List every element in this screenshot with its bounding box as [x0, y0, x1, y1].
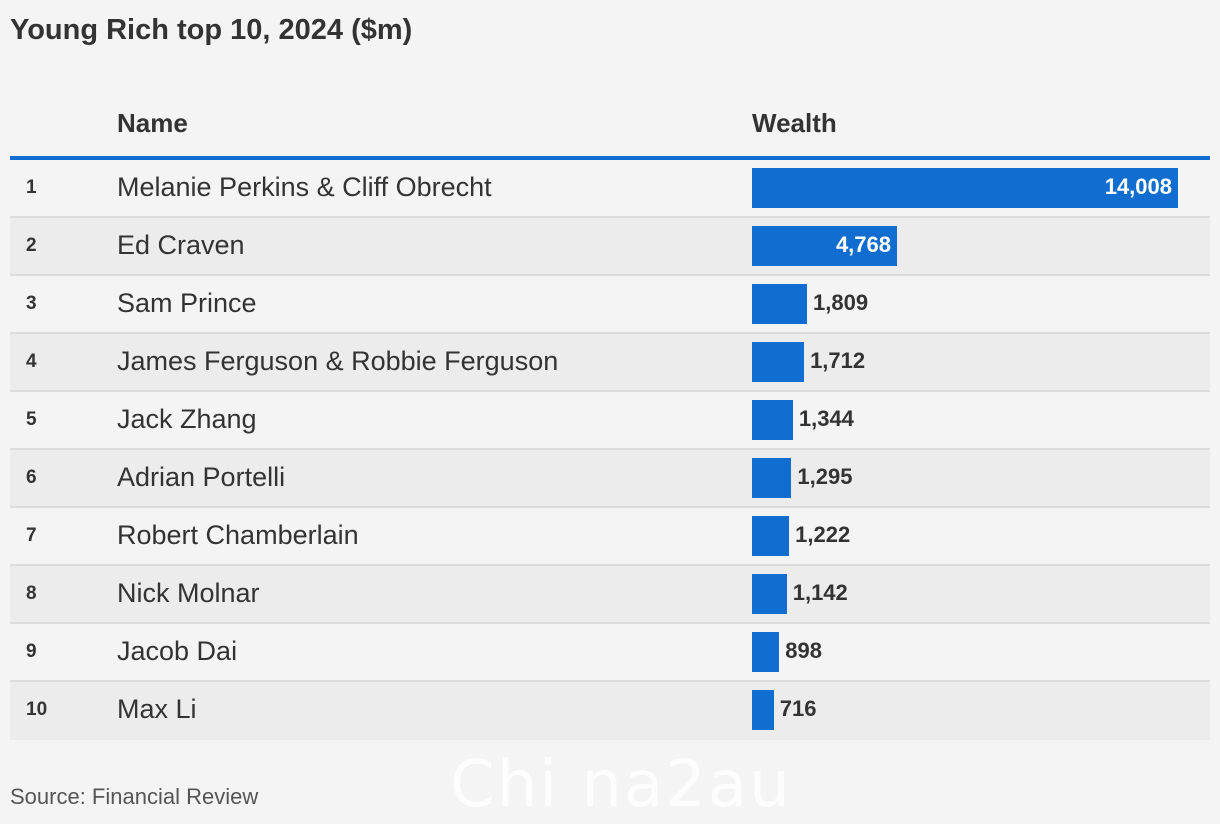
watermark: Chi na2au: [450, 748, 792, 822]
row-name: Melanie Perkins & Cliff Obrecht: [117, 172, 492, 202]
row-name: Jacob Dai: [117, 636, 238, 666]
wealth-bar: [752, 690, 774, 730]
table-row: 10 Max Li 716: [10, 682, 1210, 740]
row-rank: 5: [26, 409, 37, 430]
row-name: James Ferguson & Robbie Ferguson: [117, 346, 559, 376]
wealth-bar: [752, 574, 787, 614]
table-row: 1 Melanie Perkins & Cliff Obrecht 14,008: [10, 160, 1210, 218]
table-header: Name Wealth: [10, 96, 1210, 160]
table-row: 2 Ed Craven 4,768: [10, 218, 1210, 276]
row-rank: 4: [26, 351, 37, 372]
header-wealth: Wealth: [752, 108, 837, 138]
wealth-bar: [752, 516, 790, 556]
row-name: Adrian Portelli: [117, 462, 286, 492]
row-rank: 10: [26, 699, 48, 720]
row-name: Nick Molnar: [117, 578, 260, 608]
wealth-bar: [752, 168, 1178, 208]
table-row: 4 James Ferguson & Robbie Ferguson 1,712: [10, 334, 1210, 392]
row-rank: 2: [26, 235, 37, 256]
row-name: Jack Zhang: [117, 404, 257, 434]
value-label: 1,142: [792, 580, 848, 605]
row-rank: 1: [26, 177, 37, 198]
row-rank: 8: [26, 583, 37, 604]
value-label: 1,344: [798, 406, 854, 431]
value-label: 4,768: [835, 232, 891, 257]
value-label: 1,809: [813, 290, 869, 315]
wealth-bar: [752, 458, 792, 498]
ranking-table: Name Wealth 1 Melanie Perkins & Cliff Obr…: [10, 96, 1210, 740]
row-name: Robert Chamberlain: [117, 520, 359, 550]
row-name: Max Li: [117, 694, 197, 724]
row-name: Sam Prince: [117, 288, 257, 318]
source-note: Source: Financial Review: [10, 784, 259, 809]
row-rank: 7: [26, 525, 37, 546]
wealth-bar: [752, 226, 897, 266]
wealth-bar: [752, 400, 793, 440]
value-label: 1,295: [797, 464, 853, 489]
value-label: 898: [785, 638, 823, 663]
wealth-bar: [752, 284, 807, 324]
table-row: 8 Nick Molnar 1,142: [10, 566, 1210, 624]
table-body: 1 Melanie Perkins & Cliff Obrecht 14,008 2 E…: [10, 160, 1210, 740]
table-row: 6 Adrian Portelli 1,295: [10, 450, 1210, 508]
chart-title: Young Rich top 10, 2024 ($m): [10, 14, 413, 46]
wealth-bar: [752, 342, 805, 382]
row-rank: 3: [26, 293, 37, 314]
value-label: 1,222: [795, 522, 851, 547]
table-row: 5 Jack Zhang 1,344: [10, 392, 1210, 450]
table-row: 9 Jacob Dai 898: [10, 624, 1210, 682]
row-rank: 9: [26, 641, 37, 662]
value-label: 716: [779, 696, 817, 721]
header-name: Name: [117, 108, 188, 138]
row-rank: 6: [26, 467, 37, 488]
value-label: 14,008: [1104, 174, 1172, 199]
table-row: 7 Robert Chamberlain 1,222: [10, 508, 1210, 566]
value-label: 1,712: [810, 348, 866, 373]
wealth-bar: [752, 632, 780, 672]
table-row: 3 Sam Prince 1,809: [10, 276, 1210, 334]
row-name: Ed Craven: [117, 230, 245, 260]
